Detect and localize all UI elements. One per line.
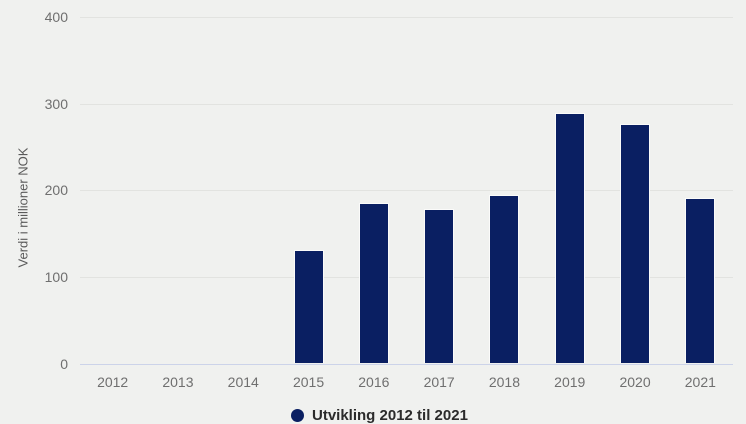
x-axis-line	[80, 363, 733, 365]
bar-2018[interactable]	[489, 195, 520, 364]
bar-2019[interactable]	[554, 113, 585, 364]
x-tick-label: 2016	[358, 374, 390, 390]
x-tick-label: 2018	[488, 374, 521, 390]
bar-2021[interactable]	[685, 198, 716, 364]
y-tick-label: 0	[60, 355, 68, 372]
bar-2017[interactable]	[424, 209, 455, 364]
bar-2015[interactable]	[293, 250, 324, 364]
gridline	[80, 103, 733, 105]
gridline	[80, 190, 733, 192]
y-tick-label: 200	[44, 182, 68, 199]
x-tick-label: 2013	[162, 374, 194, 390]
y-axis-title: Verdi i millioner NOK	[15, 147, 31, 268]
x-tick-label: 2021	[684, 374, 716, 390]
y-tick-label: 100	[44, 268, 68, 285]
x-tick-label: 2020	[619, 374, 651, 390]
legend-label: Utvikling 2012 til 2021	[312, 407, 468, 424]
x-tick-label: 2012	[97, 374, 129, 390]
bar-2020[interactable]	[620, 124, 651, 364]
x-tick-label: 2017	[423, 374, 455, 390]
legend-marker-icon	[291, 409, 304, 422]
x-tick-label: 2019	[554, 374, 586, 390]
y-tick-label: 400	[44, 9, 68, 25]
x-tick-label: 2015	[292, 374, 325, 390]
gridline	[80, 17, 733, 18]
legend-item[interactable]: Utvikling 2012 til 2021	[291, 407, 468, 424]
gridline	[80, 276, 733, 278]
bar-2016[interactable]	[358, 203, 389, 364]
x-tick-label: 2014	[227, 374, 259, 390]
y-tick-label: 300	[44, 95, 68, 112]
